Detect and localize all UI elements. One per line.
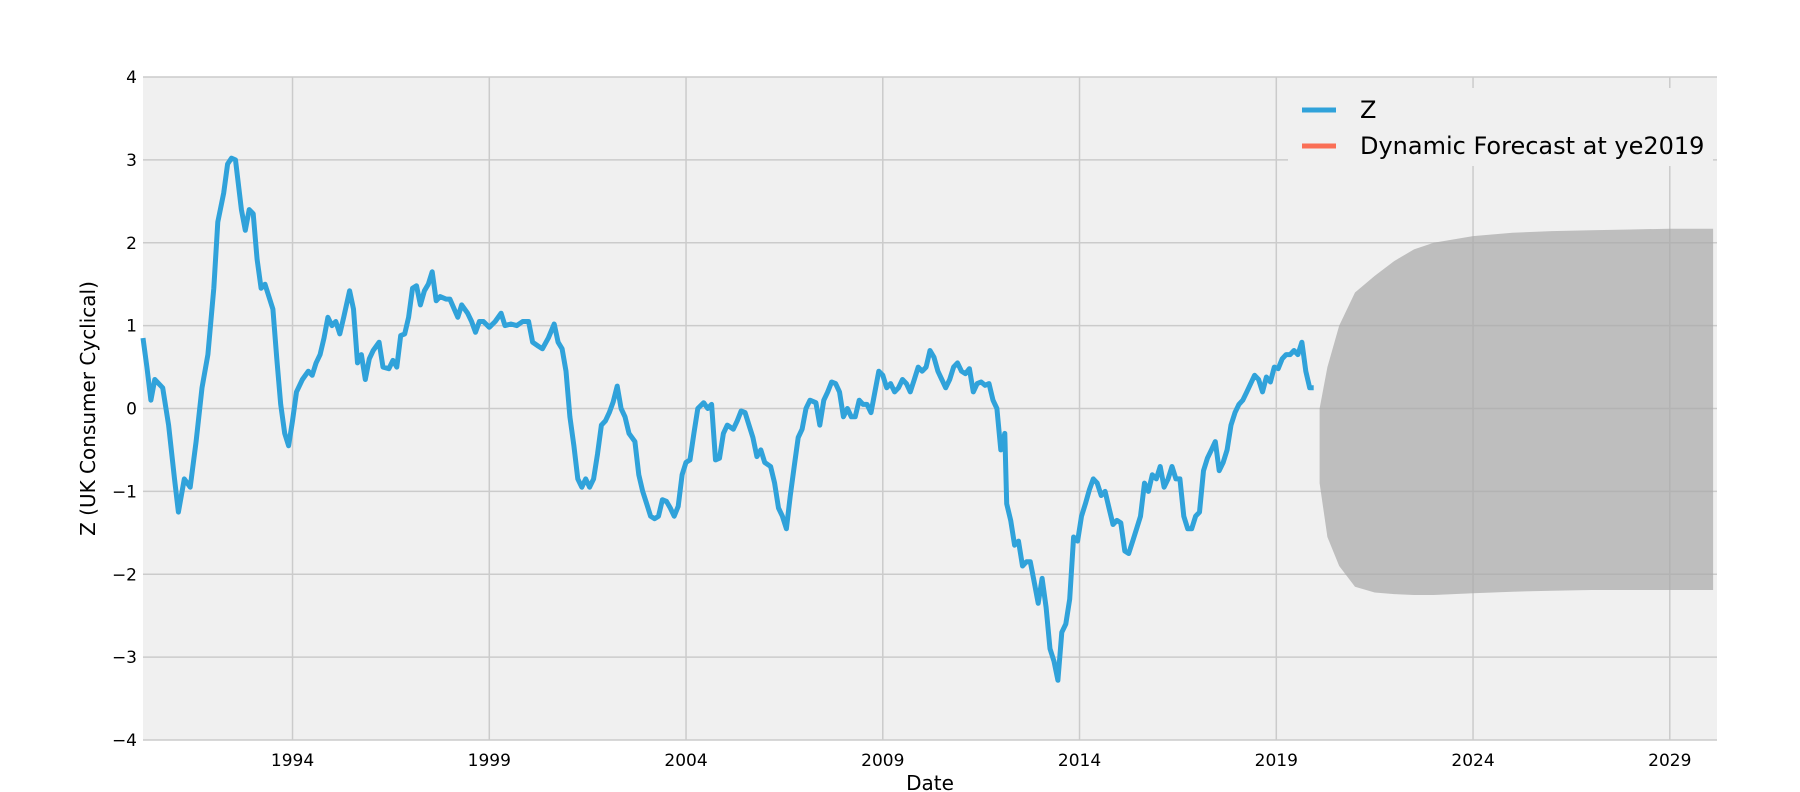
x-tick-label: 2029 <box>1648 751 1691 771</box>
series-line-0 <box>140 155 1314 683</box>
legend-entry: Z <box>1360 96 1376 124</box>
x-tick-label: 2009 <box>861 751 904 771</box>
y-tick-label: 1 <box>126 317 137 337</box>
confidence-band <box>1319 228 1714 595</box>
y-tick-label: 0 <box>126 400 137 420</box>
y-axis-label: Z (UK Consumer Cyclical) <box>76 281 100 536</box>
y-tick-label: 4 <box>126 68 137 88</box>
legend-entry: Dynamic Forecast at ye2019 <box>1360 132 1704 160</box>
y-tick-label: −2 <box>112 565 137 585</box>
legend: Z Dynamic Forecast at ye2019 <box>1288 88 1713 166</box>
series-lines <box>140 155 1314 683</box>
ticks: 1994 1999 2004 2009 2014 2019 2024 2029−4−3−2−1… <box>112 68 1691 771</box>
x-tick-label: 2019 <box>1255 751 1298 771</box>
y-tick-label: −1 <box>112 482 137 502</box>
x-tick-label: 2024 <box>1451 751 1494 771</box>
y-tick-label: 2 <box>126 234 137 254</box>
legend-box <box>1288 88 1713 166</box>
y-tick-label: 3 <box>126 151 137 171</box>
y-tick-label: −4 <box>112 731 137 751</box>
x-tick-label: 1994 <box>271 751 314 771</box>
y-tick-label: −3 <box>112 648 137 668</box>
confidence-band-area <box>1319 228 1714 595</box>
x-axis-label: Date <box>906 771 954 792</box>
x-tick-label: 1999 <box>468 751 511 771</box>
x-tick-label: 2014 <box>1058 751 1101 771</box>
x-tick-label: 2004 <box>664 751 707 771</box>
